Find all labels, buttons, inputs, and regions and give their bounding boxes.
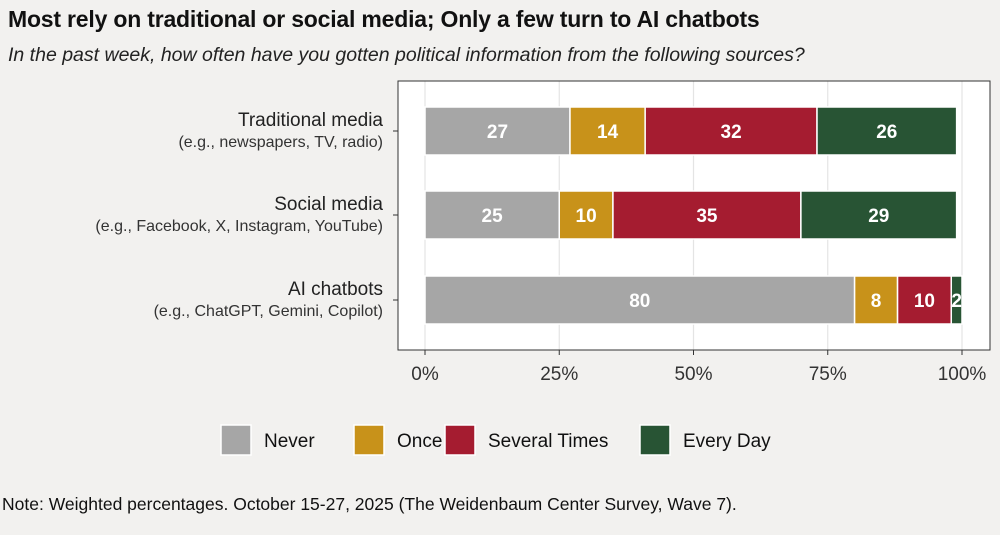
legend-label: Once <box>397 431 442 452</box>
legend-swatch <box>444 424 476 456</box>
data-label: 10 <box>576 206 597 227</box>
x-tick-label: 50% <box>674 364 712 385</box>
category-sublabel: (e.g., ChatGPT, Gemini, Copilot) <box>154 303 383 320</box>
category-sublabel: (e.g., newspapers, TV, radio) <box>178 134 383 151</box>
data-label: 8 <box>871 291 882 312</box>
legend-swatch <box>353 424 385 456</box>
category-sublabel: (e.g., Facebook, X, Instagram, YouTube) <box>95 218 383 235</box>
bar-segment <box>558 190 614 240</box>
bar-segment <box>424 190 560 240</box>
data-label: 29 <box>868 206 889 227</box>
data-label: 14 <box>597 122 619 143</box>
legend-swatch <box>220 424 252 456</box>
legend-swatch <box>639 424 671 456</box>
data-label: 32 <box>721 122 742 143</box>
chart-title: Most rely on traditional or social media… <box>8 6 760 32</box>
category-label: Traditional media <box>238 110 383 131</box>
x-tick-label: 75% <box>809 364 847 385</box>
data-label: 27 <box>487 122 508 143</box>
bar-segment <box>644 106 818 156</box>
data-label: 35 <box>696 206 718 227</box>
legend-label: Never <box>264 431 315 452</box>
data-label: 10 <box>914 291 935 312</box>
data-label: 2 <box>951 291 962 312</box>
data-label: 26 <box>876 122 897 143</box>
bar-segment <box>853 275 899 325</box>
category-label: AI chatbots <box>288 279 383 300</box>
legend-label: Every Day <box>683 431 771 452</box>
category-label: Social media <box>274 194 383 215</box>
bar-segment <box>950 275 963 325</box>
legend-label: Several Times <box>488 431 608 452</box>
x-tick-label: 0% <box>411 364 439 385</box>
bar-segment <box>896 275 953 325</box>
x-tick-label: 100% <box>938 364 987 385</box>
chart-note: Note: Weighted percentages. October 15-2… <box>2 494 737 514</box>
bar-segment <box>612 190 802 240</box>
data-label: 25 <box>482 206 504 227</box>
bar-segment <box>424 275 856 325</box>
x-tick-label: 25% <box>540 364 578 385</box>
bar-segment <box>800 190 958 240</box>
bar-segment <box>816 106 958 156</box>
chart-subtitle: In the past week, how often have you got… <box>8 44 805 66</box>
data-label: 80 <box>629 291 650 312</box>
